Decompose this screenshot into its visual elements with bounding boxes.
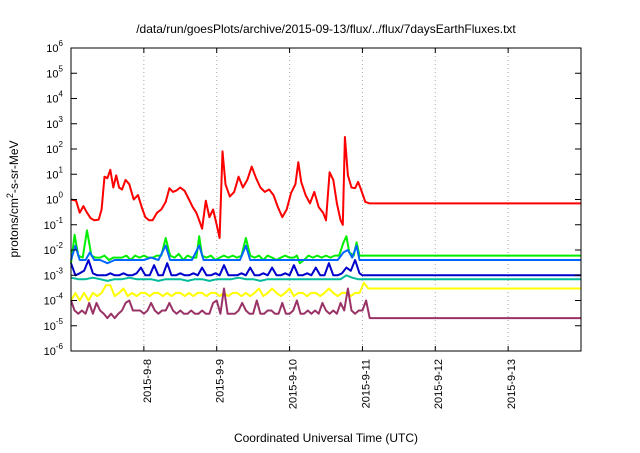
series-line-4 bbox=[70, 259, 581, 277]
y-tick-label: 105 bbox=[46, 64, 63, 80]
y-tick-label: 10-3 bbox=[44, 266, 64, 282]
y-tick-label: 10-2 bbox=[44, 241, 64, 257]
x-axis-title: Coordinated Universal Time (UTC) bbox=[234, 431, 418, 445]
series-line-1 bbox=[70, 136, 581, 239]
x-tick-label: 2015-9-12 bbox=[433, 359, 445, 409]
y-tick-label: 104 bbox=[46, 90, 63, 106]
y-axis-title-superscript: 2 bbox=[5, 193, 15, 198]
series-line-7 bbox=[70, 287, 581, 320]
series-line-2 bbox=[70, 229, 581, 265]
x-tick-label: 2015-9-13 bbox=[506, 359, 518, 409]
y-tick-label: 10-4 bbox=[44, 292, 64, 308]
series-line-3 bbox=[70, 244, 581, 265]
chart-title: /data/run/goesPlots/archive/2015-09-13/f… bbox=[136, 22, 516, 36]
y-tick-label: 106 bbox=[46, 39, 63, 55]
y-tick-label: 100 bbox=[46, 191, 63, 207]
x-tick-label: 2015-9-9 bbox=[215, 359, 227, 403]
y-axis-title: protons/cm2-s-sr-MeV bbox=[5, 140, 21, 257]
y-tick-label: 10-5 bbox=[44, 317, 64, 333]
plot-frame bbox=[70, 47, 582, 352]
x-tick-label: 2015-9-11 bbox=[360, 359, 372, 408]
grid bbox=[143, 48, 509, 351]
y-axis: 10-6 10-5 10-4 10-3 10-2 10-1 100 101 102 103 104 1… bbox=[44, 39, 581, 358]
y-tick-label: 103 bbox=[46, 115, 63, 131]
y-tick-label: 10-6 bbox=[44, 342, 64, 358]
y-axis-title-part-2: -s-sr-MeV bbox=[7, 140, 21, 193]
x-axis: 2015-9-8 2015-9-9 2015-9-10 2015-9-11 2015-9… bbox=[142, 48, 518, 409]
series-layer bbox=[70, 136, 581, 320]
y-tick-label: 102 bbox=[46, 140, 63, 156]
y-axis-title-part-1: protons/cm bbox=[7, 198, 21, 257]
y-tick-label: 10-1 bbox=[44, 216, 64, 232]
series-line-5 bbox=[70, 274, 581, 282]
y-tick-label: 101 bbox=[46, 165, 63, 181]
x-tick-label: 2015-9-10 bbox=[287, 359, 299, 409]
series-line-6 bbox=[70, 281, 581, 302]
x-tick-label: 2015-9-8 bbox=[142, 359, 154, 403]
